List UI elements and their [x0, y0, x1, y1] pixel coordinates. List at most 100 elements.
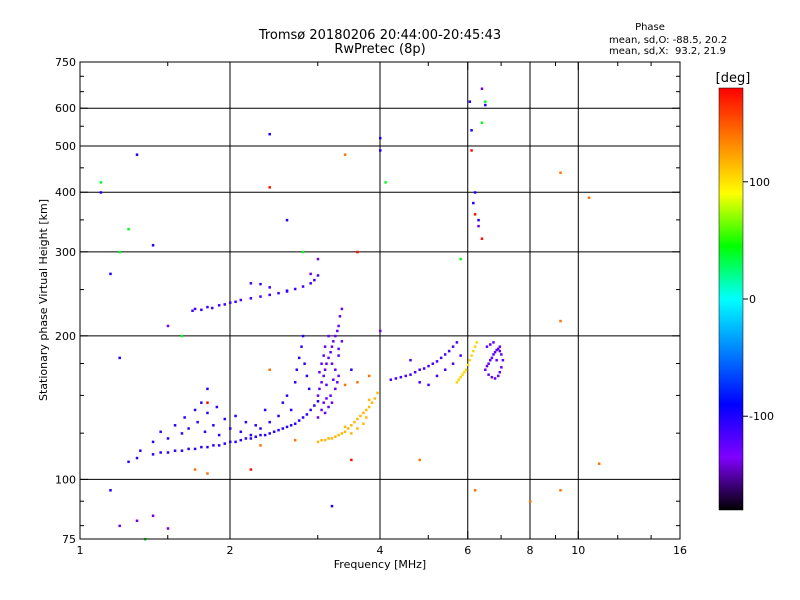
data-point	[496, 374, 500, 378]
data-point	[338, 315, 342, 318]
data-point	[309, 408, 312, 412]
data-point	[206, 445, 209, 449]
data-point	[166, 527, 170, 530]
data-point	[249, 437, 253, 440]
data-point	[234, 414, 237, 418]
data-point	[320, 381, 323, 384]
data-point	[473, 191, 477, 194]
data-point	[293, 381, 297, 384]
data-point	[330, 362, 334, 365]
data-point	[268, 186, 271, 189]
data-point	[281, 427, 285, 430]
data-point	[343, 383, 347, 387]
data-point	[173, 424, 177, 427]
y-tick-label: 750	[55, 56, 76, 69]
data-point	[234, 440, 237, 444]
data-point	[362, 422, 365, 425]
data-point	[223, 417, 227, 421]
data-point	[379, 149, 382, 152]
data-point	[166, 451, 170, 454]
data-point	[330, 345, 334, 348]
data-point	[316, 440, 320, 444]
data-point	[320, 438, 323, 442]
data-point	[489, 358, 492, 362]
y-tick-label: 300	[55, 246, 76, 259]
data-point	[484, 100, 487, 103]
data-point	[340, 340, 344, 343]
data-point	[244, 420, 248, 424]
data-point	[118, 250, 121, 254]
data-point	[418, 458, 421, 462]
data-point	[318, 387, 321, 391]
data-point	[289, 424, 293, 427]
data-point	[367, 398, 371, 402]
data-point	[464, 368, 468, 371]
data-point	[206, 305, 209, 309]
data-point	[435, 360, 439, 363]
data-point	[325, 362, 328, 365]
data-point	[309, 282, 312, 285]
data-point	[334, 435, 337, 439]
y-axis-label: Stationary phase Virtual Height [km]	[37, 199, 50, 401]
data-point	[459, 257, 462, 261]
x-tick-label: 8	[527, 544, 534, 557]
data-point	[289, 408, 293, 412]
data-point	[367, 374, 371, 378]
chart-title-line2: RwPretec (8p)	[334, 42, 425, 57]
data-point	[587, 196, 591, 199]
data-point	[301, 334, 305, 338]
data-point	[404, 374, 407, 378]
data-point	[500, 353, 503, 356]
chart-title-line1: Tromsø 20180206 20:44:00-20:45:43	[258, 28, 501, 43]
data-point	[212, 424, 215, 427]
data-point	[316, 416, 320, 419]
data-point	[215, 405, 219, 409]
data-point	[193, 307, 197, 311]
data-point	[193, 468, 197, 471]
data-point	[166, 324, 170, 328]
colorbar-label: [deg]	[716, 71, 751, 86]
data-point	[427, 364, 430, 368]
data-point	[159, 430, 162, 434]
data-point	[263, 408, 267, 412]
data-point	[180, 334, 184, 338]
data-point	[329, 394, 332, 397]
data-point	[151, 514, 155, 518]
data-point	[193, 447, 197, 451]
data-point	[285, 425, 289, 429]
data-point	[379, 136, 382, 140]
data-point	[118, 356, 121, 360]
data-point	[495, 348, 498, 352]
data-point	[323, 368, 327, 371]
data-point	[316, 400, 320, 403]
data-point	[487, 373, 490, 376]
colorbar-tick-label: 0	[749, 293, 756, 306]
data-point	[180, 449, 184, 452]
data-point	[187, 447, 190, 451]
data-point	[418, 381, 421, 384]
data-point	[480, 121, 484, 125]
data-point	[597, 462, 601, 465]
data-point	[356, 417, 359, 421]
data-point	[500, 366, 503, 369]
data-point	[307, 387, 311, 391]
data-point	[322, 374, 325, 378]
data-point	[490, 356, 494, 360]
data-point	[268, 293, 271, 297]
data-point	[337, 347, 340, 351]
data-point	[559, 319, 562, 323]
data-point	[495, 358, 498, 362]
data-point	[99, 181, 103, 184]
data-point	[334, 368, 337, 371]
data-point	[183, 416, 186, 419]
data-point	[498, 349, 502, 353]
data-point	[473, 213, 477, 216]
data-point	[477, 224, 480, 228]
data-point	[455, 341, 459, 344]
data-point	[239, 298, 243, 302]
data-point	[427, 383, 430, 387]
data-point	[159, 451, 162, 454]
data-point	[489, 343, 492, 346]
data-point	[343, 153, 347, 156]
data-point	[259, 433, 262, 437]
